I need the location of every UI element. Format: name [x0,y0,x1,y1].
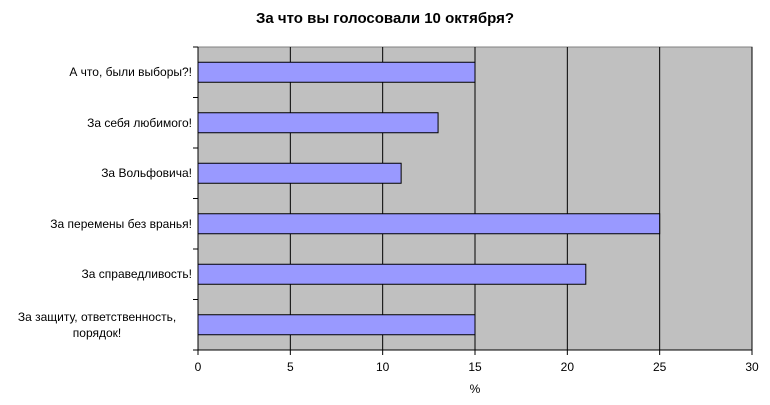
x-tick-label: 5 [287,360,294,374]
x-tick-label: 25 [653,360,667,374]
category-text: За перемены без вранья! [50,216,192,231]
x-tick-label: 30 [745,360,759,374]
x-tick-label: 15 [468,360,482,374]
y-tick-label: А что, были выборы?! [2,52,192,92]
x-axis-label: % [470,382,481,396]
y-tick-label: За перемены без вранья! [2,204,192,244]
bar [197,162,402,184]
y-tick-label: За Вольфовича! [2,153,192,193]
category-text: За справедливость! [81,267,192,282]
category-text: А что, были выборы?! [69,65,192,80]
bar [197,213,661,235]
bar [197,61,476,83]
bar [197,263,587,285]
category-text: За Вольфовича! [101,166,192,181]
x-tick-label: 10 [376,360,390,374]
y-tick-label: За себя любимого! [2,103,192,143]
bar [197,314,476,336]
chart-title: За что вы голосовали 10 октября? [256,10,514,27]
x-tick-label: 20 [561,360,575,374]
bar [197,112,439,134]
x-tick-label: 0 [195,360,202,374]
y-tick-label: За справедливость! [2,254,192,294]
y-tick-label: За защиту, ответственность, порядок! [2,305,192,345]
category-text: За защиту, ответственность, порядок! [17,309,177,340]
category-text: За себя любимого! [87,115,192,130]
